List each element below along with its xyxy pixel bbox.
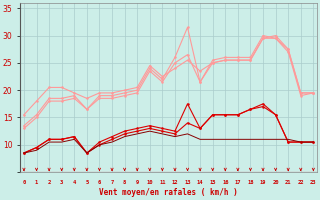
X-axis label: Vent moyen/en rafales ( km/h ): Vent moyen/en rafales ( km/h ) — [99, 188, 238, 197]
